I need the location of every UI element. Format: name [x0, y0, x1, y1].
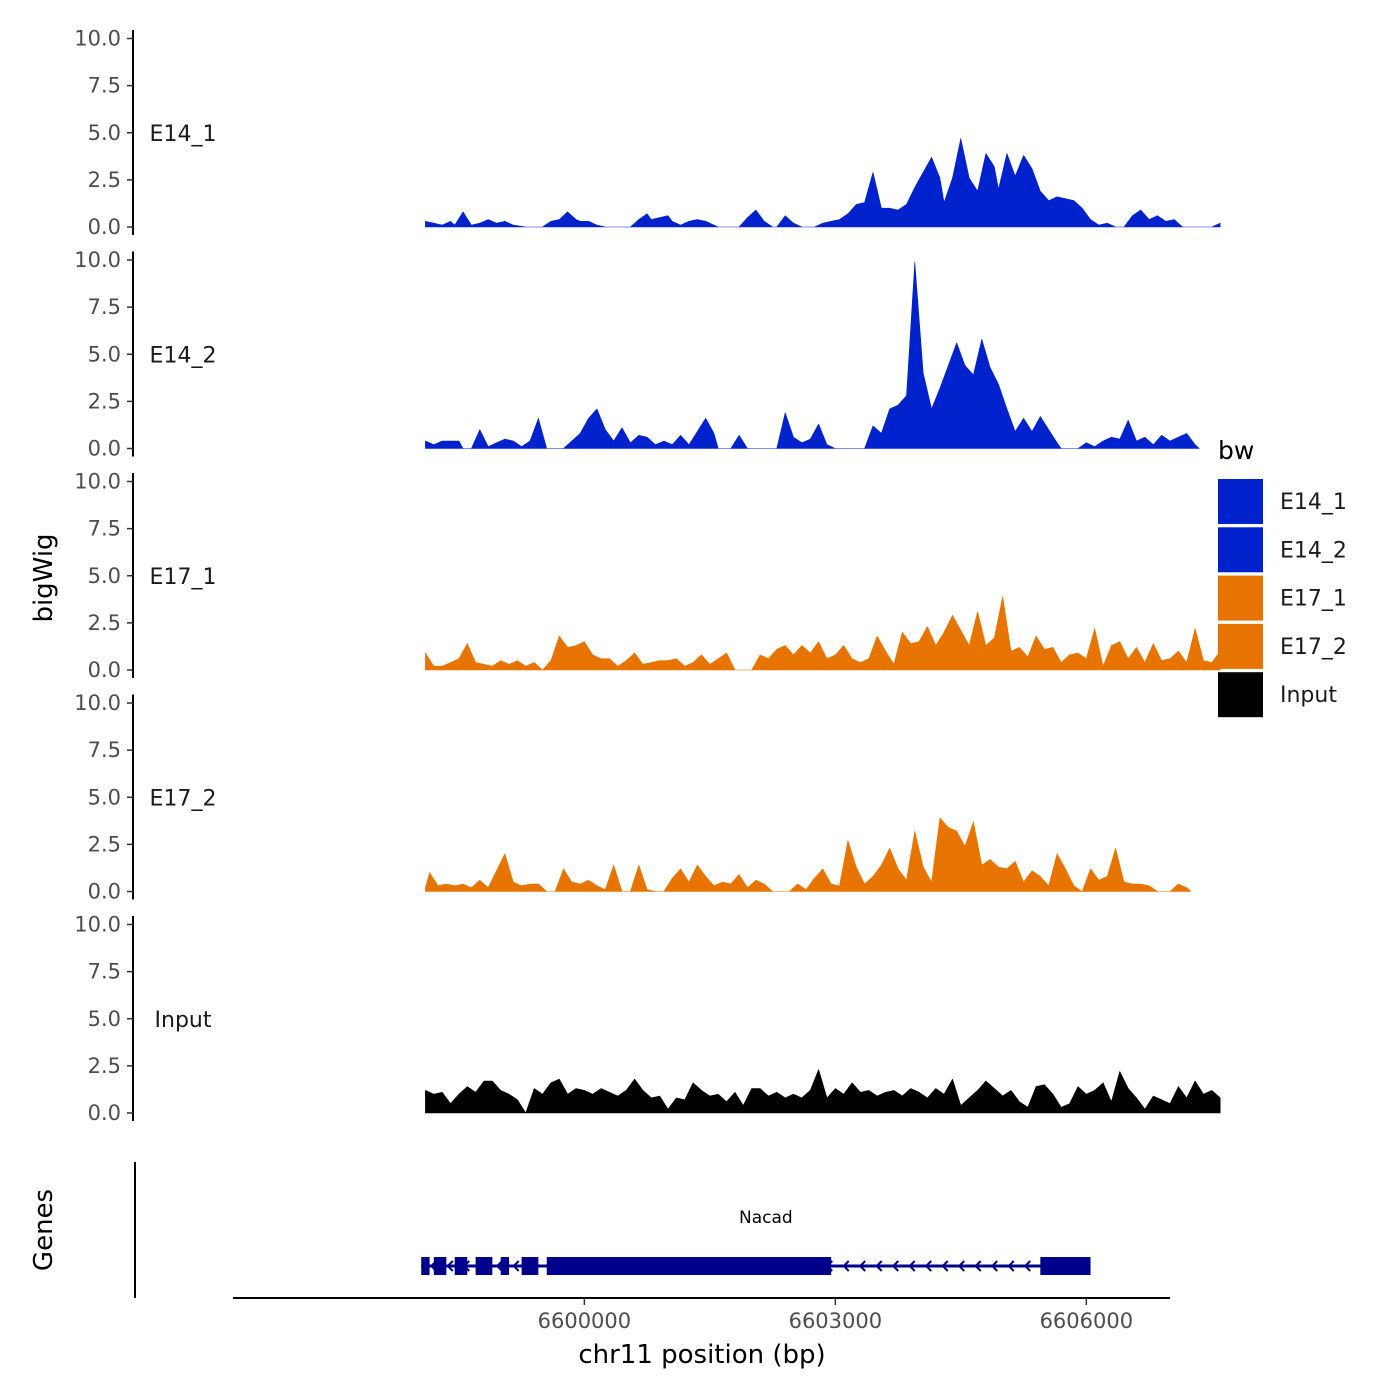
track-label: E17_1 — [150, 565, 217, 590]
y-tick-label: 10.0 — [74, 27, 121, 51]
y-tick-label: 7.5 — [88, 295, 121, 319]
legend-swatch-E14_2 — [1218, 527, 1263, 573]
legend-label: E14_1 — [1280, 490, 1347, 515]
track-label: E14_1 — [150, 122, 217, 147]
strand-arrow — [941, 1260, 949, 1272]
y-tick-label: 2.5 — [88, 168, 121, 192]
strand-arrow — [908, 1260, 916, 1272]
gene-exon — [1040, 1257, 1091, 1275]
y-tick-label: 0.0 — [88, 1101, 121, 1125]
strand-arrow — [1023, 1260, 1031, 1272]
y-tick-label: 0.0 — [88, 215, 121, 239]
y-tick-label: 10.0 — [74, 913, 121, 937]
y-tick-label: 0.0 — [88, 658, 121, 682]
legend-swatch-E17_2 — [1218, 623, 1263, 669]
strand-arrow — [842, 1260, 850, 1272]
y-tick-label: 5.0 — [88, 1007, 121, 1031]
y-tick-label: 2.5 — [88, 1054, 121, 1078]
panel-Input: 0.0 2.5 5.0 7.5 10.0 Input — [74, 913, 1221, 1125]
gene-exon — [475, 1257, 493, 1275]
coverage-area-E14_2 — [425, 261, 1200, 449]
legend-swatch-E17_1 — [1218, 575, 1263, 621]
y-tick-label: 0.0 — [88, 437, 121, 461]
y-tick-label: 5.0 — [88, 785, 121, 809]
y-tick-label: 5.0 — [88, 121, 121, 145]
strand-arrow — [891, 1260, 899, 1272]
y-tick-label: 10.0 — [74, 248, 121, 272]
panel-E17_1: 0.0 2.5 5.0 7.5 10.0 E17_1 — [74, 470, 1221, 682]
panel-E17_2: 0.0 2.5 5.0 7.5 10.0 E17_2 — [74, 691, 1192, 904]
legend-swatch-Input — [1218, 672, 1263, 718]
y-tick-label: 5.0 — [88, 564, 121, 588]
coverage-area-Input — [425, 1069, 1221, 1114]
x-tick-label: 6606000 — [1040, 1309, 1134, 1333]
coverage-area-E14_1 — [425, 138, 1221, 228]
y-tick-label: 7.5 — [88, 960, 121, 984]
coverage-panels: 0.0 2.5 5.0 7.5 10.0 E14_1 0.0 2.5 5.0 7.5 10.0 E14… — [74, 27, 1221, 1125]
strand-arrow — [512, 1260, 520, 1272]
y-axis-title: bigWig — [29, 533, 59, 622]
x-axis: 6600000 6603000 6606000 — [233, 1297, 1170, 1333]
y-tick-label: 2.5 — [88, 389, 121, 413]
gene-exon — [454, 1257, 468, 1275]
track-label: Input — [155, 1008, 212, 1033]
y-tick-label: 2.5 — [88, 611, 121, 635]
gene-label: Nacad — [739, 1208, 793, 1228]
strand-arrow — [858, 1260, 866, 1272]
genes-panel: Nacad — [134, 1162, 1091, 1298]
legend: bw E14_1 E14_2 E17_1 E17_2 Input — [1218, 436, 1347, 718]
legend-label: Input — [1280, 683, 1337, 708]
legend-label: E14_2 — [1280, 538, 1347, 563]
x-tick-label: 6600000 — [538, 1309, 632, 1333]
genes-axis-title: Genes — [29, 1189, 59, 1271]
gene-exon — [421, 1257, 430, 1275]
y-tick-label: 7.5 — [88, 738, 121, 762]
gene-track — [421, 1257, 1091, 1275]
y-tick-label: 2.5 — [88, 832, 121, 856]
strand-arrow — [875, 1260, 883, 1272]
strand-arrow — [974, 1260, 982, 1272]
track-label: E14_2 — [150, 343, 217, 368]
gene-exon — [500, 1257, 510, 1275]
x-axis-title: chr11 position (bp) — [578, 1340, 825, 1370]
gene-exon — [433, 1257, 447, 1275]
legend-label: E17_2 — [1280, 635, 1347, 660]
gene-exon — [521, 1257, 539, 1275]
panel-E14_1: 0.0 2.5 5.0 7.5 10.0 E14_1 — [74, 27, 1221, 239]
strand-arrow — [495, 1260, 503, 1272]
strand-arrow — [924, 1260, 932, 1272]
strand-arrow — [446, 1260, 454, 1272]
gene-exon — [546, 1257, 832, 1275]
coverage-area-E17_1 — [425, 596, 1221, 671]
y-tick-label: 7.5 — [88, 517, 121, 541]
strand-arrow — [990, 1260, 998, 1272]
legend-swatch-E14_1 — [1218, 479, 1263, 524]
track-label: E17_2 — [150, 786, 217, 811]
legend-label: E17_1 — [1280, 587, 1347, 612]
panel-E14_2: 0.0 2.5 5.0 7.5 10.0 E14_2 — [74, 248, 1200, 461]
y-tick-label: 0.0 — [88, 880, 121, 904]
strand-arrow — [1007, 1260, 1015, 1272]
legend-title: bw — [1218, 436, 1254, 465]
x-tick-label: 6603000 — [789, 1309, 883, 1333]
y-tick-label: 7.5 — [88, 74, 121, 98]
strand-arrow — [957, 1260, 965, 1272]
y-tick-label: 5.0 — [88, 342, 121, 366]
y-tick-label: 10.0 — [74, 691, 121, 715]
y-tick-label: 10.0 — [74, 470, 121, 494]
coverage-area-E17_2 — [425, 817, 1192, 892]
